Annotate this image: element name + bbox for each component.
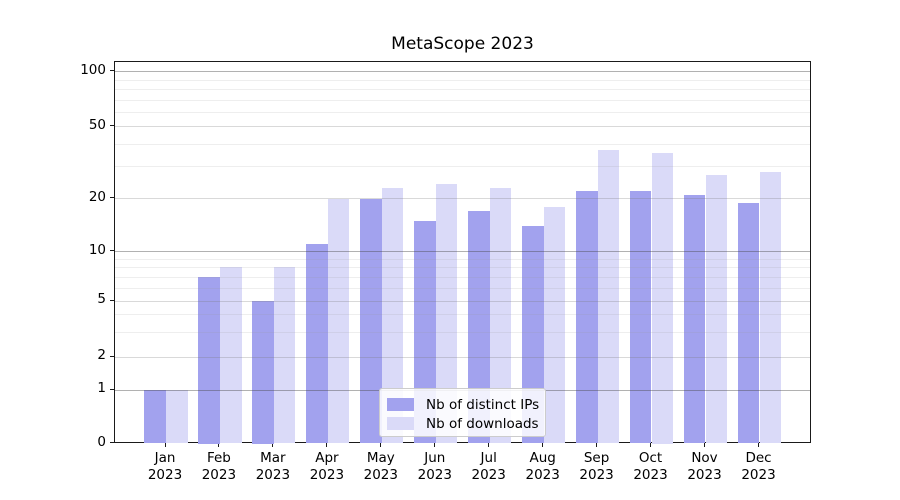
gridline-70 bbox=[115, 99, 810, 101]
gridline-30 bbox=[115, 166, 810, 168]
legend-swatch-downloads bbox=[387, 417, 414, 430]
y-tick-5 bbox=[110, 299, 114, 301]
y-tick-1 bbox=[110, 388, 114, 390]
x-tick-mar bbox=[272, 443, 274, 447]
bar-apr-downloads bbox=[327, 198, 350, 444]
gridline-5 bbox=[115, 300, 810, 302]
x-tick-label-aug: Aug 2023 bbox=[525, 450, 560, 483]
bar-feb-downloads bbox=[220, 267, 242, 444]
x-tick-label-nov: Nov 2023 bbox=[687, 450, 722, 483]
bar-may-distinct-ips bbox=[360, 198, 382, 444]
gridline-90 bbox=[115, 79, 810, 81]
x-tick-jun bbox=[434, 443, 436, 447]
gridline-6 bbox=[115, 287, 810, 289]
y-tick-label-2: 2 bbox=[97, 347, 106, 363]
bar-oct-distinct-ips bbox=[629, 191, 652, 444]
x-tick-label-dec: Dec 2023 bbox=[741, 450, 776, 483]
legend: Nb of distinct IPs Nb of downloads bbox=[379, 388, 546, 437]
x-tick-label-feb: Feb 2023 bbox=[201, 450, 237, 483]
gridline-4 bbox=[115, 314, 810, 316]
bar-dec-distinct-ips bbox=[737, 202, 760, 444]
gridline-40 bbox=[115, 143, 810, 145]
legend-item-downloads: Nb of downloads bbox=[387, 414, 539, 433]
x-tick-aug bbox=[542, 443, 544, 447]
x-tick-sep bbox=[596, 443, 598, 447]
legend-label-distinct-ips: Nb of distinct IPs bbox=[426, 396, 540, 413]
x-tick-jul bbox=[488, 443, 490, 447]
y-tick-label-5: 5 bbox=[97, 291, 106, 307]
x-tick-oct bbox=[650, 443, 651, 447]
gridline-3 bbox=[115, 331, 810, 333]
y-tick-label-0: 0 bbox=[97, 433, 106, 450]
bar-apr-distinct-ips bbox=[306, 244, 328, 444]
bar-jun-distinct-ips bbox=[414, 220, 436, 444]
bar-sep-distinct-ips bbox=[576, 191, 598, 444]
gridline-10 bbox=[115, 251, 810, 252]
bar-dec-downloads bbox=[759, 172, 782, 444]
y-tick-0 bbox=[110, 442, 114, 443]
y-tick-2 bbox=[110, 355, 114, 357]
x-tick-label-jan: Jan 2023 bbox=[147, 450, 183, 483]
x-tick-label-apr: Apr 2023 bbox=[309, 450, 345, 483]
bar-jan-downloads bbox=[166, 390, 188, 444]
bar-jan-distinct-ips bbox=[144, 390, 166, 444]
x-tick-jan bbox=[164, 443, 166, 447]
bar-may-downloads bbox=[381, 187, 404, 444]
legend-swatch-distinct-ips bbox=[387, 398, 414, 411]
bar-jul-downloads bbox=[489, 187, 512, 444]
x-tick-may bbox=[380, 443, 382, 447]
chart-title: MetaScope 2023 bbox=[391, 34, 534, 54]
x-tick-label-may: May 2023 bbox=[363, 450, 398, 483]
y-tick-label-20: 20 bbox=[88, 188, 106, 205]
bar-jun-downloads bbox=[435, 184, 458, 444]
bar-mar-distinct-ips bbox=[252, 301, 274, 444]
x-tick-label-jun: Jun 2023 bbox=[417, 450, 452, 483]
bar-oct-downloads bbox=[651, 152, 674, 444]
bar-mar-downloads bbox=[273, 267, 296, 444]
gridline-60 bbox=[115, 111, 810, 113]
x-tick-label-oct: Oct 2023 bbox=[633, 450, 668, 483]
gridline-80 bbox=[115, 88, 810, 90]
y-tick-label-10: 10 bbox=[88, 241, 106, 258]
x-tick-label-jul: Jul 2023 bbox=[471, 450, 506, 483]
legend-label-downloads: Nb of downloads bbox=[426, 415, 539, 432]
x-tick-dec bbox=[758, 443, 759, 447]
gridline-9 bbox=[115, 258, 810, 260]
gridline-50 bbox=[115, 126, 810, 128]
gridline-2 bbox=[115, 356, 810, 358]
legend-item-distinct-ips: Nb of distinct IPs bbox=[387, 395, 540, 414]
gridline-7 bbox=[115, 276, 810, 278]
y-tick-10 bbox=[110, 250, 114, 251]
bar-jul-distinct-ips bbox=[468, 211, 490, 444]
bar-nov-distinct-ips bbox=[683, 194, 706, 444]
y-tick-50 bbox=[110, 125, 114, 127]
y-tick-label-100: 100 bbox=[80, 61, 106, 78]
x-tick-apr bbox=[326, 443, 328, 447]
x-tick-label-sep: Sep 2023 bbox=[579, 450, 614, 483]
gridline-100 bbox=[115, 71, 810, 73]
bar-sep-downloads bbox=[597, 150, 620, 444]
gridline-8 bbox=[115, 266, 810, 268]
bar-feb-distinct-ips bbox=[198, 277, 220, 444]
x-tick-label-mar: Mar 2023 bbox=[255, 450, 291, 483]
y-tick-20 bbox=[110, 197, 114, 199]
plot-area bbox=[114, 61, 811, 444]
gridline-20 bbox=[115, 198, 810, 200]
y-tick-label-1: 1 bbox=[97, 380, 106, 397]
y-tick-label-50: 50 bbox=[88, 116, 106, 133]
x-tick-nov bbox=[704, 443, 705, 447]
bar-aug-downloads bbox=[543, 206, 566, 444]
bar-nov-downloads bbox=[705, 175, 728, 444]
y-tick-100 bbox=[110, 70, 114, 72]
x-tick-feb bbox=[218, 443, 220, 447]
